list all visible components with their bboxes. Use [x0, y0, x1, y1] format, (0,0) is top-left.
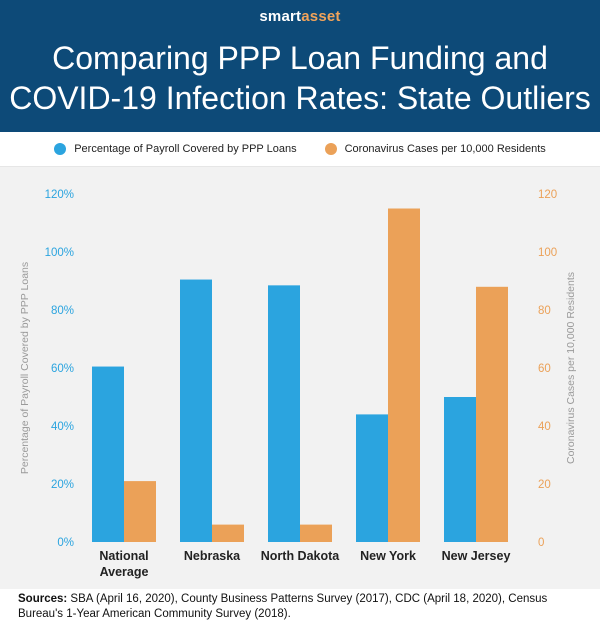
- left-tick-label: 120%: [45, 189, 74, 201]
- left-tick-label: 20%: [51, 479, 74, 491]
- right-tick-label: 0: [538, 537, 544, 549]
- brand-part1: smart: [259, 8, 302, 25]
- left-tick-label: 40%: [51, 421, 74, 433]
- category-label: Nebraska: [184, 549, 241, 563]
- right-tick-label: 60: [538, 363, 551, 375]
- title-line-2: COVID-19 Infection Rates: State Outliers: [9, 80, 591, 116]
- legend-swatch-ppp: [54, 143, 67, 155]
- bar-ppp: [268, 285, 300, 542]
- bar-chart: 0% 20% 40% 60% 80% 100% 120% 0 20 40 60 80 100 120 Per…: [19, 189, 577, 579]
- bar-cases: [476, 286, 508, 542]
- bar-ppp: [92, 366, 124, 542]
- bar-cases: [300, 524, 332, 542]
- chart-title: Comparing PPP Loan Funding and COVID-19 …: [0, 38, 600, 118]
- right-tick-label: 120: [538, 189, 557, 201]
- left-tick-label: 0%: [57, 537, 74, 549]
- brand-part2: asset: [301, 8, 341, 25]
- right-tick-label: 40: [538, 421, 551, 433]
- legend-label-cases: Coronavirus Cases per 10,000 Residents: [344, 143, 546, 155]
- smartasset-logo: smartasset: [0, 8, 600, 25]
- right-axis-title: Coronavirus Cases per 10,000 Residents: [565, 272, 577, 464]
- sources-text: SBA (April 16, 2020), County Business Pa…: [18, 593, 548, 620]
- left-tick-label: 80%: [51, 305, 74, 317]
- legend: Percentage of Payroll Covered by PPP Loa…: [0, 132, 600, 167]
- left-tick-label: 60%: [51, 363, 74, 375]
- right-tick-label: 80: [538, 305, 551, 317]
- category-label: Average: [100, 565, 149, 579]
- legend-item-ppp: Percentage of Payroll Covered by PPP Loa…: [54, 143, 297, 155]
- legend-label-ppp: Percentage of Payroll Covered by PPP Loa…: [74, 143, 297, 155]
- left-axis-title: Percentage of Payroll Covered by PPP Loa…: [19, 262, 31, 474]
- category-label: National: [99, 549, 148, 563]
- bar-ppp: [180, 279, 212, 542]
- right-tick-label: 20: [538, 479, 551, 491]
- header-banner: smartasset Comparing PPP Loan Funding an…: [0, 0, 600, 132]
- category-label: New York: [360, 549, 416, 563]
- bar-cases: [212, 524, 244, 542]
- bar-cases: [124, 481, 156, 542]
- left-tick-label: 100%: [45, 247, 74, 259]
- title-line-1: Comparing PPP Loan Funding and: [52, 40, 548, 76]
- category-label: North Dakota: [261, 549, 341, 563]
- right-tick-label: 100: [538, 247, 557, 259]
- legend-item-cases: Coronavirus Cases per 10,000 Residents: [324, 143, 546, 155]
- bar-cases: [388, 208, 420, 542]
- sources-note: Sources: SBA (April 16, 2020), County Bu…: [18, 592, 584, 622]
- legend-swatch-cases: [324, 143, 337, 155]
- bar-ppp: [444, 397, 476, 542]
- sources-label: Sources:: [18, 593, 68, 605]
- category-label: New Jersey: [442, 549, 511, 563]
- chart-area: 0% 20% 40% 60% 80% 100% 120% 0 20 40 60 80 100 120 Per…: [0, 167, 600, 589]
- bar-ppp: [356, 414, 388, 542]
